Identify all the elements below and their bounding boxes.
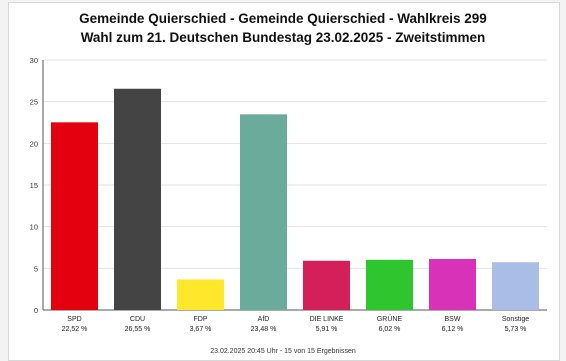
x-tick-label: FDP [194, 316, 208, 323]
bar-cdu [114, 88, 161, 310]
x-tick-label: CDU [130, 316, 145, 323]
bar-sonstige [492, 262, 539, 310]
bar-fdp [177, 279, 224, 310]
x-tick-label: GRÜNE [377, 315, 403, 323]
data-label: 22,52 % [62, 326, 88, 333]
bar-die-linke [303, 260, 350, 310]
y-tick-label: 5 [34, 264, 38, 273]
bar-bsw [429, 259, 476, 310]
bar-gr-ne [366, 259, 413, 310]
x-tick-label: DIE LINKE [310, 316, 344, 323]
data-label: 26,55 % [125, 326, 151, 333]
y-tick-label: 30 [30, 56, 38, 65]
bar-afd [240, 114, 287, 310]
data-label: 6,02 % [379, 326, 401, 333]
y-tick-label: 0 [34, 306, 38, 315]
y-tick-label: 25 [30, 98, 38, 107]
data-label: 3,67 % [190, 326, 212, 333]
data-label: 5,91 % [316, 326, 338, 333]
bar-spd [51, 122, 98, 310]
x-tick-label: BSW [445, 316, 461, 323]
data-label: 23,48 % [251, 326, 277, 333]
chart-subtitle: Wahl zum 21. Deutschen Bundestag 23.02.2… [80, 30, 486, 45]
x-tick-label: SPD [67, 316, 81, 323]
chart-title: Gemeinde Quierschied - Gemeinde Quiersch… [79, 11, 487, 26]
chart-footer: 23.02.2025 20:45 Uhr - 15 von 15 Ergebni… [210, 348, 356, 355]
y-tick-label: 20 [30, 139, 38, 148]
x-tick-label: Sonstige [502, 316, 529, 323]
y-tick-label: 15 [30, 181, 38, 190]
data-label: 5,73 % [505, 326, 527, 333]
y-tick-label: 10 [30, 223, 38, 232]
x-tick-label: AfD [258, 316, 270, 323]
data-label: 6,12 % [442, 326, 464, 333]
